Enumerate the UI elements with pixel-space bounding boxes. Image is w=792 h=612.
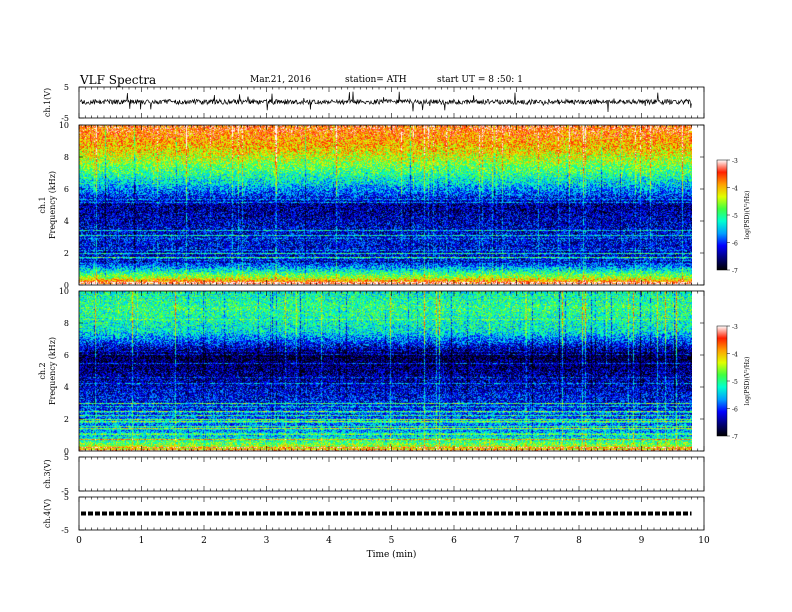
spectrogram-image-ch2_spectrogram xyxy=(79,291,692,451)
y-tick-label: 6 xyxy=(64,185,69,194)
colorbar-label-text: log(PSD)(V²/Hz) xyxy=(744,191,751,240)
colorbar-ch1_spectrogram xyxy=(716,159,728,271)
y-tick-label: 10 xyxy=(59,121,69,130)
y-axis-label-ch1_spectrogram-line: Frequency (kHz) xyxy=(48,171,57,239)
y-tick-label: 6 xyxy=(64,351,69,360)
x-axis-label: Time (min) xyxy=(367,549,417,560)
y-axis-label-ch4_waveform-line: ch.4(V) xyxy=(43,499,52,528)
y-tick-label: -5 xyxy=(61,114,69,123)
spectrogram-image-ch1_spectrogram xyxy=(79,125,692,285)
y-tick-label: 5 xyxy=(64,83,69,92)
station-name: station= ATH xyxy=(345,75,407,85)
x-tick-label: 9 xyxy=(639,536,645,546)
start-time: start UT = 8 :50: 1 xyxy=(437,75,523,85)
colorbar-tick-label: -3 xyxy=(732,324,738,331)
colorbar-tick-label: -6 xyxy=(732,241,738,248)
colorbar-tick-label: -4 xyxy=(732,186,738,193)
spectrogram-images xyxy=(79,125,692,451)
figure-title: VLF Spectra xyxy=(80,73,157,87)
figure-header: VLF Spectra Mar.21, 2016 station= ATH st… xyxy=(0,0,792,90)
x-tick-label: 6 xyxy=(451,536,457,546)
x-tick-label: 0 xyxy=(76,536,82,546)
y-axis-label-ch1_spectrogram-line: ch.1 xyxy=(38,196,47,213)
y-axis-label-ch2_spectrogram-line: Frequency (kHz) xyxy=(48,337,57,405)
colorbar-tick-label: -3 xyxy=(732,158,738,165)
y-tick-label: 0 xyxy=(64,281,69,290)
colorbar-tick-label: -5 xyxy=(732,379,738,386)
x-tick-label: 3 xyxy=(264,536,270,546)
colorbar-tick-label: -6 xyxy=(732,407,738,414)
colorbar-tick-label: -7 xyxy=(732,268,738,275)
y-tick-label: 2 xyxy=(64,415,69,424)
y-axis-label-ch1_spectrogram: ch.1 Frequency (kHz) xyxy=(38,171,57,239)
colorbar-label-text: log(PSD)(V²/Hz) xyxy=(744,357,751,406)
colorbar-label-ch1_spectrogram: log(PSD)(V²/Hz) xyxy=(744,191,751,240)
y-tick-label: -5 xyxy=(61,526,69,535)
colorbar-tick-label: -5 xyxy=(732,213,738,220)
x-tick-label: 2 xyxy=(201,536,207,546)
y-axis-label-ch1_waveform: ch.1(V) xyxy=(43,88,52,117)
y-axis-label-ch2_spectrogram-line: ch.2 xyxy=(38,362,47,379)
y-tick-label: 0 xyxy=(64,447,69,456)
y-tick-label: 4 xyxy=(64,217,69,226)
y-axis-label-ch2_spectrogram: ch.2 Frequency (kHz) xyxy=(38,337,57,405)
colorbar-label-ch2_spectrogram: log(PSD)(V²/Hz) xyxy=(744,357,751,406)
x-tick-label: 7 xyxy=(514,536,520,546)
y-axis-label-ch3_waveform-line: ch.3(V) xyxy=(43,459,52,488)
colorbar-ch2_spectrogram xyxy=(716,325,728,437)
x-tick-label: 10 xyxy=(698,536,710,546)
x-tick-label: 5 xyxy=(389,536,395,546)
y-tick-label: 8 xyxy=(64,153,69,162)
y-axis-label-ch3_waveform: ch.3(V) xyxy=(43,459,52,488)
x-tick-label: 8 xyxy=(576,536,582,546)
x-tick-label: 1 xyxy=(139,536,145,546)
y-tick-label: 10 xyxy=(59,287,69,296)
y-tick-label: 8 xyxy=(64,319,69,328)
ch3-waveform-panel xyxy=(78,456,705,492)
colorbar-tick-label: -4 xyxy=(732,352,738,359)
colorbar-tick-label: -7 xyxy=(732,434,738,441)
y-tick-label: 2 xyxy=(64,249,69,258)
y-tick-label: 4 xyxy=(64,383,69,392)
y-tick-label: 5 xyxy=(64,453,69,462)
x-tick-label: 4 xyxy=(326,536,332,546)
y-tick-label: 5 xyxy=(64,493,69,502)
waveform-lines xyxy=(79,91,692,516)
observation-date: Mar.21, 2016 xyxy=(250,75,311,85)
y-axis-label-ch4_waveform: ch.4(V) xyxy=(43,499,52,528)
y-tick-label: -5 xyxy=(61,487,69,496)
waveform-trace-ch1_waveform xyxy=(79,91,692,113)
y-axis-label-ch1_waveform-line: ch.1(V) xyxy=(43,88,52,117)
